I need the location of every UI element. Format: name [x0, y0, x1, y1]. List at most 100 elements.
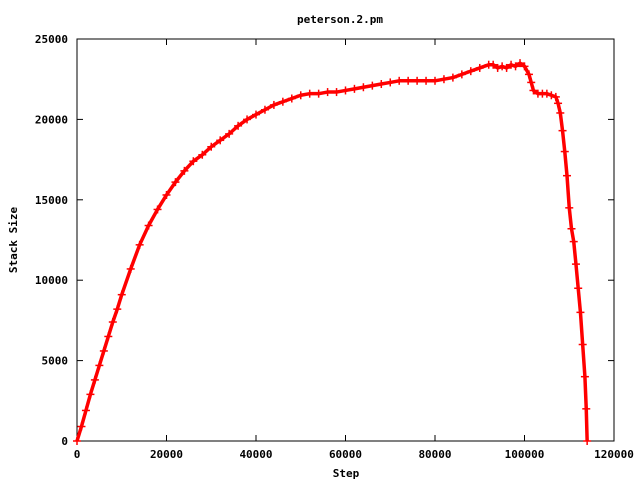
data-point	[332, 88, 341, 97]
data-point	[565, 203, 574, 212]
data-point	[511, 62, 520, 71]
y-tick-label: 10000	[35, 274, 68, 287]
data-point	[395, 76, 404, 85]
data-point	[126, 264, 135, 273]
data-point	[314, 89, 323, 98]
y-tick-label: 15000	[35, 194, 68, 207]
data-point	[576, 308, 585, 317]
data-point	[475, 63, 484, 72]
data-point	[350, 84, 359, 93]
y-tick-label: 20000	[35, 113, 68, 126]
y-axis-label: Stack Size	[7, 207, 20, 274]
data-point	[578, 340, 587, 349]
data-point	[551, 92, 560, 101]
data-point	[422, 76, 431, 85]
data-point	[189, 157, 198, 166]
data-point	[404, 76, 413, 85]
data-point	[73, 437, 81, 445]
data-point	[377, 80, 386, 89]
y-tick-label: 5000	[42, 355, 69, 368]
data-point	[386, 78, 395, 87]
data-point	[260, 105, 269, 114]
data-point	[582, 404, 591, 413]
data-point	[457, 70, 466, 79]
data-point	[516, 59, 525, 68]
data-point	[431, 76, 439, 85]
data-point	[558, 126, 567, 135]
x-axis-ticks: 0 20000 40000 60000 80000 100000 120000	[74, 39, 634, 461]
data-point	[162, 190, 171, 199]
data-point	[95, 361, 104, 370]
data-point	[198, 150, 207, 159]
data-point	[413, 76, 422, 85]
data-point	[269, 100, 278, 109]
y-tick-label: 0	[61, 435, 68, 448]
data-point	[180, 166, 189, 175]
data-point	[81, 406, 90, 415]
data-point	[144, 221, 153, 230]
data-point	[439, 75, 448, 84]
data-point	[554, 99, 563, 108]
data-point	[498, 62, 507, 71]
data-point	[225, 129, 234, 138]
plot-frame	[76, 38, 615, 442]
data-point	[507, 60, 516, 69]
data-point	[448, 73, 457, 82]
y-tick-label: 25000	[35, 33, 68, 46]
x-tick-label: 20000	[150, 448, 183, 461]
data-point	[287, 94, 296, 103]
data-point	[108, 318, 117, 327]
data-point	[153, 205, 162, 214]
series-layer	[73, 59, 592, 445]
data-point	[252, 110, 260, 119]
data-point	[563, 171, 572, 180]
data-point	[305, 89, 314, 98]
data-point	[493, 63, 502, 72]
data-point	[542, 89, 551, 98]
chart-title: peterson.2.pm	[297, 13, 383, 26]
data-point	[113, 305, 122, 314]
data-point	[520, 62, 529, 71]
data-point	[567, 224, 576, 233]
x-axis-label: Step	[333, 467, 360, 480]
series-line	[75, 61, 589, 442]
data-point	[135, 240, 144, 249]
data-point	[489, 60, 498, 69]
y-axis-ticks: 0 5000 10000 15000 20000 25000	[35, 33, 614, 448]
data-point	[556, 108, 565, 117]
data-point	[234, 121, 243, 130]
data-point	[243, 115, 252, 124]
x-tick-label: 0	[74, 448, 81, 461]
data-point	[207, 142, 216, 151]
data-point	[171, 178, 180, 187]
data-point	[580, 372, 589, 381]
x-tick-label: 60000	[329, 448, 362, 461]
data-point	[524, 70, 533, 79]
x-tick-label: 120000	[594, 448, 634, 461]
data-point	[278, 97, 287, 106]
x-tick-label: 100000	[505, 448, 545, 461]
data-point	[323, 88, 332, 97]
data-point	[90, 375, 99, 384]
data-point	[527, 78, 536, 87]
x-tick-label: 40000	[239, 448, 272, 461]
x-tick-label: 80000	[418, 448, 451, 461]
data-point	[574, 284, 583, 293]
data-point	[99, 346, 108, 355]
data-point	[466, 67, 475, 76]
data-point	[86, 390, 95, 399]
data-point	[583, 437, 592, 445]
data-point	[569, 237, 578, 246]
data-point	[560, 147, 569, 156]
data-point	[104, 332, 113, 341]
data-point	[341, 86, 350, 95]
data-point	[359, 83, 368, 92]
data-point	[529, 86, 538, 95]
data-point	[502, 63, 511, 72]
data-point	[547, 91, 556, 100]
data-point	[296, 91, 305, 100]
data-point	[368, 81, 377, 90]
data-point	[77, 422, 86, 431]
data-point	[571, 260, 580, 269]
